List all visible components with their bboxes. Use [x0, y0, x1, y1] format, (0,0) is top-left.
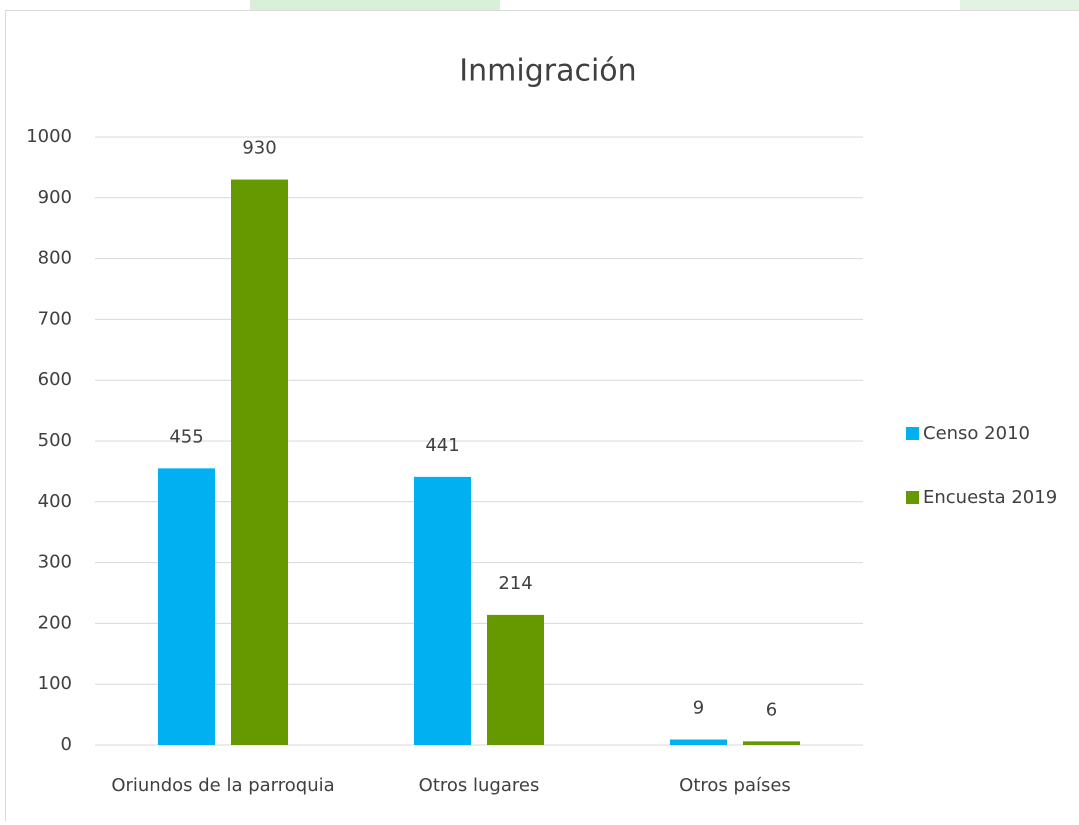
legend-swatch — [906, 491, 919, 504]
background-decoration — [960, 0, 1079, 10]
x-tick-label: Oriundos de la parroquia — [111, 775, 334, 796]
x-tick-label: Otros lugares — [419, 775, 540, 796]
bar — [231, 180, 288, 745]
data-label: 441 — [425, 435, 459, 456]
bar — [487, 615, 544, 745]
data-label: 455 — [169, 426, 203, 447]
y-tick-label: 700 — [38, 308, 72, 329]
y-tick-label: 800 — [38, 248, 72, 269]
y-tick-label: 900 — [38, 187, 72, 208]
bar — [158, 468, 215, 745]
y-tick-label: 200 — [38, 612, 72, 633]
y-tick-label: 0 — [61, 734, 72, 755]
data-label: 930 — [242, 138, 276, 159]
chart-title: Inmigración — [459, 54, 636, 89]
bar — [414, 477, 471, 745]
y-tick-label: 400 — [38, 491, 72, 512]
x-tick-label: Otros países — [679, 775, 791, 796]
data-label: 214 — [498, 573, 532, 594]
legend-swatch — [906, 427, 919, 440]
data-label: 6 — [766, 699, 777, 720]
legend-label: Encuesta 2019 — [923, 487, 1057, 508]
legend-label: Censo 2010 — [923, 423, 1030, 444]
background-decoration — [250, 0, 500, 10]
y-tick-label: 300 — [38, 552, 72, 573]
bar — [670, 740, 727, 745]
y-tick-label: 1000 — [26, 126, 72, 147]
y-tick-label: 100 — [38, 673, 72, 694]
y-tick-label: 500 — [38, 430, 72, 451]
y-tick-label: 600 — [38, 369, 72, 390]
data-label: 9 — [693, 698, 704, 719]
bar — [743, 741, 800, 745]
